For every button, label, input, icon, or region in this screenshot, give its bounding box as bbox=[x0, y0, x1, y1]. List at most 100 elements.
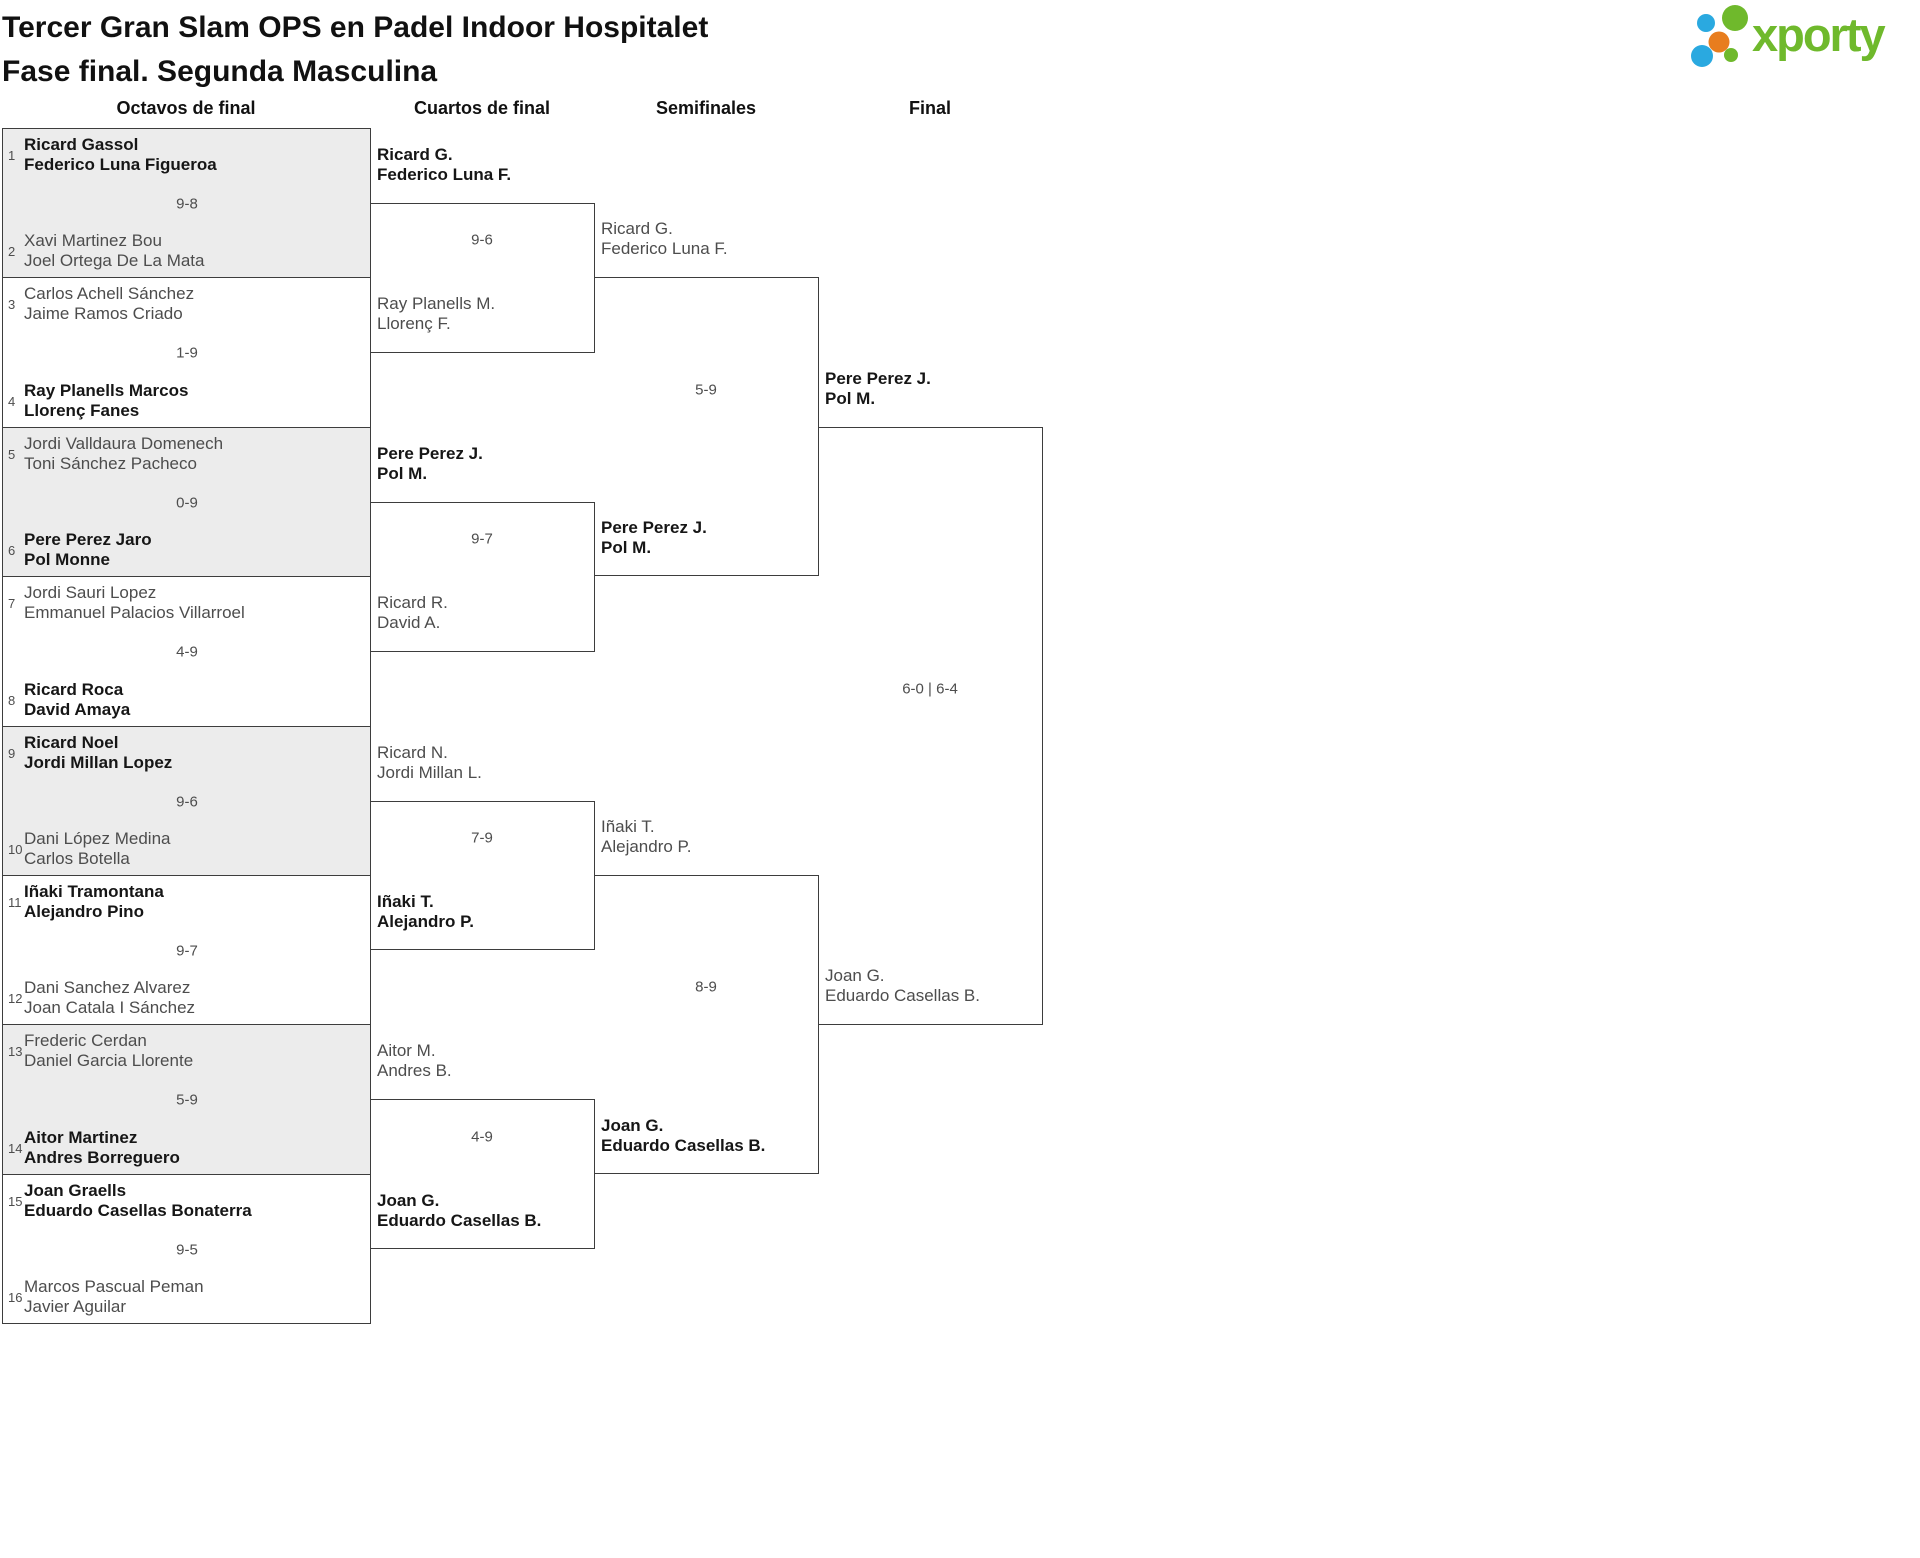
seed-number: 5 bbox=[8, 446, 16, 462]
final-connector bbox=[818, 427, 1043, 1025]
team-names: Joan Graells Eduardo Casellas Bonaterra bbox=[24, 1181, 252, 1221]
team-line: Pere Perez J. bbox=[601, 518, 707, 537]
team-line: Pere Perez J. bbox=[377, 444, 483, 463]
seed-row-bottom: 2 Xavi Martinez Bou Joel Ortega De La Mata bbox=[3, 231, 370, 271]
team-names: Carlos Achell Sánchez Jaime Ramos Criado bbox=[24, 284, 194, 324]
team-line: Llorenç F. bbox=[377, 314, 451, 333]
team-line: Joan G. bbox=[825, 966, 885, 985]
octavos-match: 9 Ricard Noel Jordi Millan Lopez 10 Dani Lóp… bbox=[2, 726, 371, 876]
cuartos-entrant-top: Aitor M. Andres B. bbox=[377, 1041, 452, 1081]
team-line: Llorenç Fanes bbox=[24, 401, 140, 420]
team-line: Ray Planells Marcos bbox=[24, 381, 189, 400]
match-score: 0-9 bbox=[176, 494, 198, 511]
team-line: Joan Catala I Sánchez bbox=[24, 998, 196, 1017]
cuartos-entrant-top: Pere Perez J. Pol M. bbox=[377, 444, 483, 484]
team-line: Pol Monne bbox=[24, 550, 110, 569]
team-line: Eduardo Casellas B. bbox=[825, 986, 980, 1005]
final-score: 6-0 | 6-4 bbox=[902, 680, 958, 698]
team-line: David A. bbox=[377, 613, 441, 632]
team-line: Alejandro P. bbox=[601, 837, 692, 856]
octavos-match: 15 Joan Graells Eduardo Casellas Bonaterra… bbox=[2, 1174, 371, 1324]
seed-number: 7 bbox=[8, 595, 16, 611]
seed-row-top: 13 Frederic Cerdan Daniel Garcia Llorente bbox=[3, 1031, 370, 1071]
team-names: Ricard Roca David Amaya bbox=[24, 680, 130, 720]
team-line: Dani Sanchez Alvarez bbox=[24, 978, 191, 997]
semifinales-connector bbox=[594, 277, 819, 576]
seed-number: 2 bbox=[8, 243, 16, 259]
team-line: Ray Planells M. bbox=[377, 294, 496, 313]
seed-row-top: 11 Iñaki Tramontana Alejandro Pino bbox=[3, 882, 370, 922]
match-score: 5-9 bbox=[176, 1091, 198, 1109]
team-line: Aitor M. bbox=[377, 1041, 436, 1060]
team-line: Eduardo Casellas B. bbox=[601, 1136, 766, 1155]
seed-number: 12 bbox=[8, 990, 23, 1006]
team-line: Ricard Noel bbox=[24, 733, 119, 752]
cuartos-entrant-bottom: Ricard R. David A. bbox=[377, 593, 448, 633]
octavos-match: 5 Jordi Valldaura Domenech Toni Sánchez Pa… bbox=[2, 427, 371, 577]
team-names: Ricard Gassol Federico Luna Figueroa bbox=[24, 135, 217, 175]
team-line: Daniel Garcia Llorente bbox=[24, 1051, 194, 1070]
cuartos-connector bbox=[370, 502, 595, 652]
seed-number: 14 bbox=[8, 1140, 23, 1156]
team-line: Ricard G. bbox=[601, 219, 673, 238]
team-names: Jordi Sauri Lopez Emmanuel Palacios Villa… bbox=[24, 583, 245, 623]
seed-row-top: 5 Jordi Valldaura Domenech Toni Sánchez Pa… bbox=[3, 434, 370, 474]
match-score: 9-8 bbox=[176, 195, 198, 212]
team-line: Andres B. bbox=[377, 1061, 452, 1080]
seed-row-bottom: 10 Dani López Medina Carlos Botella bbox=[3, 829, 370, 869]
team-names: Aitor Martinez Andres Borreguero bbox=[24, 1128, 180, 1168]
octavos-match: 1 Ricard Gassol Federico Luna Figueroa 2 Xav… bbox=[2, 128, 371, 278]
team-line: Iñaki Tramontana bbox=[24, 882, 164, 901]
team-names: Marcos Pascual Peman Javier Aguilar bbox=[24, 1277, 204, 1317]
team-line: Pol M. bbox=[825, 389, 876, 408]
team-line: Iñaki T. bbox=[601, 817, 655, 836]
octavos-match: 13 Frederic Cerdan Daniel Garcia Llorente 1… bbox=[2, 1024, 371, 1175]
seed-row-bottom: 6 Pere Perez Jaro Pol Monne bbox=[3, 530, 370, 570]
seed-row-top: 7 Jordi Sauri Lopez Emmanuel Palacios Vill… bbox=[3, 583, 370, 623]
round-header-2: Cuartos de final bbox=[413, 98, 551, 118]
match-score: 9-6 bbox=[176, 793, 198, 810]
cuartos-entrant-bottom: Ray Planells M. Llorenç F. bbox=[377, 294, 495, 334]
team-line: Federico Luna F. bbox=[377, 165, 512, 184]
cuartos-score: 4-9 bbox=[471, 1128, 493, 1146]
team-line: Pol M. bbox=[377, 464, 428, 483]
seed-row-bottom: 14 Aitor Martinez Andres Borreguero bbox=[3, 1128, 370, 1168]
team-line: Carlos Botella bbox=[24, 849, 130, 868]
octavos-match: 3 Carlos Achell Sánchez Jaime Ramos Criado… bbox=[2, 277, 371, 428]
team-line: Joel Ortega De La Mata bbox=[24, 251, 205, 270]
octavos-match: 7 Jordi Sauri Lopez Emmanuel Palacios Vill… bbox=[2, 576, 371, 727]
team-line: Xavi Martinez Bou bbox=[24, 231, 162, 250]
seed-number: 10 bbox=[8, 841, 23, 857]
seed-number: 16 bbox=[8, 1289, 23, 1305]
team-line: Joan G. bbox=[601, 1116, 664, 1135]
team-line: Javier Aguilar bbox=[24, 1297, 127, 1316]
team-line: Jaime Ramos Criado bbox=[24, 304, 183, 323]
team-line: Pere Perez Jaro bbox=[24, 530, 152, 549]
seed-row-top: 9 Ricard Noel Jordi Millan Lopez bbox=[3, 733, 370, 773]
team-names: Ricard Noel Jordi Millan Lopez bbox=[24, 733, 172, 773]
match-score: 4-9 bbox=[176, 643, 198, 661]
team-line: Alejandro P. bbox=[377, 912, 474, 931]
cuartos-connector bbox=[370, 1099, 595, 1249]
seed-row-bottom: 12 Dani Sanchez Alvarez Joan Catala I Sánc… bbox=[3, 978, 370, 1018]
team-line: Aitor Martinez bbox=[24, 1128, 138, 1147]
team-line: Ricard N. bbox=[377, 743, 448, 762]
team-names: Iñaki Tramontana Alejandro Pino bbox=[24, 882, 164, 922]
seed-row-bottom: 8 Ricard Roca David Amaya bbox=[3, 680, 370, 720]
team-line: Ricard R. bbox=[377, 593, 448, 612]
page-title: Tercer Gran Slam OPS en Padel Indoor Hos… bbox=[2, 6, 708, 94]
seed-row-top: 3 Carlos Achell Sánchez Jaime Ramos Criado bbox=[3, 284, 370, 324]
team-names: Jordi Valldaura Domenech Toni Sánchez Pac… bbox=[24, 434, 223, 474]
seed-number: 1 bbox=[8, 147, 16, 163]
seed-number: 11 bbox=[8, 894, 22, 910]
cuartos-connector bbox=[370, 203, 595, 353]
semifinales-entrant-bottom: Joan G. Eduardo Casellas B. bbox=[601, 1116, 765, 1156]
round-header-1: Octavos de final bbox=[116, 98, 256, 118]
team-line: Alejandro Pino bbox=[24, 902, 144, 921]
final-entrant-top: Pere Perez J. Pol M. bbox=[825, 369, 931, 409]
seed-number: 6 bbox=[8, 542, 16, 558]
xporty-logo[interactable]: xporty bbox=[1686, 2, 1886, 68]
team-line: Marcos Pascual Peman bbox=[24, 1277, 204, 1296]
team-line: Joan G. bbox=[377, 1191, 440, 1210]
team-line: Eduardo Casellas Bonaterra bbox=[24, 1201, 252, 1220]
